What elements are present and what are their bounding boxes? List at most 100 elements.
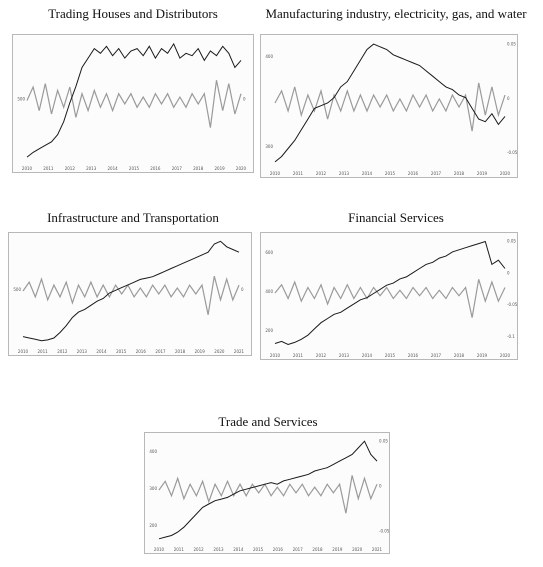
chart-title: Infrastructure and Transportation — [47, 210, 219, 225]
chart-title: Financial Services — [348, 210, 444, 225]
x-tick-label: 2019 — [477, 353, 488, 358]
x-tick-label: 2021 — [372, 547, 383, 552]
chart-svg: 2010 2011 2012 2013 2014 2015 2016 2017 2018 2019… — [265, 239, 518, 358]
x-tick-label: 2010 — [18, 349, 29, 354]
x-tick-label: 2011 — [174, 547, 185, 552]
x-tick-label: 2015 — [385, 171, 396, 176]
y-tick-label-left: 400 — [265, 54, 273, 59]
chart-panel-1: Trading Houses and Distributors 2010 2011… — [6, 4, 260, 184]
x-tick-label: 2017 — [293, 547, 304, 552]
chart-svg: 2010 2011 2012 2013 2014 2015 2016 2017 2018 2019… — [13, 240, 245, 354]
y-tick-label-right: -0.1 — [507, 334, 515, 339]
x-tick-label: 2016 — [150, 166, 161, 171]
x-tick-label: 2018 — [454, 171, 465, 176]
x-tick-label: 2012 — [194, 547, 205, 552]
x-tick-label: 2021 — [234, 349, 245, 354]
x-tick-label: 2012 — [316, 353, 327, 358]
y-tick-label-right: 0 — [379, 483, 382, 488]
y-tick-label-left: 200 — [149, 523, 157, 528]
x-tick-label: 2019 — [195, 349, 206, 354]
y-tick-label-right: 0.05 — [507, 239, 516, 244]
y-tick-label-left: 300 — [265, 144, 273, 149]
series-line-returns — [158, 475, 378, 514]
x-tick-label: 2018 — [175, 349, 186, 354]
chart-svg: 2010 2011 2012 2013 2014 2015 2016 2017 2018 2019… — [265, 41, 517, 176]
chart-panel-4: Financial Services 2010 2011 2012 2013 2014 2… — [258, 208, 534, 360]
x-tick-label: 2017 — [431, 171, 442, 176]
x-tick-label: 2019 — [332, 547, 343, 552]
y-tick-label-right: 0.05 — [379, 438, 388, 443]
y-tick-label-right: 0 — [507, 270, 510, 275]
x-tick-label: 2013 — [77, 349, 88, 354]
y-tick-label-left: 500 — [13, 287, 21, 292]
x-tick-label: 2014 — [96, 349, 107, 354]
x-tick-label: 2015 — [385, 353, 396, 358]
x-tick-label: 2019 — [477, 171, 488, 176]
x-tick-label: 2010 — [22, 166, 33, 171]
series-line-index — [158, 440, 378, 540]
x-tick-label: 2016 — [408, 171, 419, 176]
x-tick-label: 2018 — [454, 353, 465, 358]
x-tick-label: 2020 — [214, 349, 225, 354]
chart-svg: 2010 2011 2012 2013 2014 2015 2016 2017 2018 2019… — [17, 42, 247, 171]
chart-plot-area: 2010 2011 2012 2013 2014 2015 2016 2017 2018 2019… — [260, 34, 518, 178]
x-tick-label: 2010 — [270, 353, 281, 358]
y-tick-label-left: 400 — [265, 289, 273, 294]
x-tick-label: 2014 — [362, 353, 373, 358]
x-tick-label: 2015 — [129, 166, 140, 171]
x-tick-label: 2011 — [293, 353, 304, 358]
x-tick-label: 2013 — [213, 547, 224, 552]
x-tick-label: 2015 — [116, 349, 127, 354]
y-tick-label-right: -0.05 — [507, 302, 518, 307]
series-line-returns — [274, 82, 506, 132]
x-tick-label: 2017 — [431, 353, 442, 358]
chart-panel-5: Trade and Services 2010 2011 2012 2013 2014 2… — [140, 412, 396, 562]
x-tick-label: 2016 — [273, 547, 284, 552]
x-tick-label: 2018 — [312, 547, 323, 552]
x-tick-label: 2013 — [339, 171, 350, 176]
series-line-returns — [22, 275, 240, 315]
x-tick-label: 2013 — [86, 166, 97, 171]
y-tick-label-right: -0.05 — [379, 528, 390, 533]
chart-panel-2: Manufacturing industry, electricity, gas… — [258, 4, 534, 184]
x-tick-label: 2014 — [362, 171, 373, 176]
x-tick-label: 2016 — [408, 353, 419, 358]
y-tick-label-left: 600 — [265, 250, 273, 255]
y-tick-label-left: 200 — [265, 328, 273, 333]
y-tick-label-right: 0 — [243, 97, 246, 102]
series-line-returns — [26, 80, 242, 128]
chart-title: Manufacturing industry, electricity, gas… — [265, 6, 527, 21]
x-tick-label: 2012 — [57, 349, 68, 354]
x-tick-label: 2012 — [316, 171, 327, 176]
x-tick-label: 2014 — [108, 166, 119, 171]
x-tick-label: 2011 — [43, 166, 54, 171]
y-tick-label-left: 500 — [17, 97, 25, 102]
chart-svg: 2010 2011 2012 2013 2014 2015 2016 2017 2018 2019… — [149, 438, 390, 552]
chart-plot-area: 2010 2011 2012 2013 2014 2015 2016 2017 2018 2019… — [260, 232, 518, 360]
x-tick-label: 2020 — [500, 353, 511, 358]
y-tick-label-right: 0 — [507, 96, 510, 101]
x-tick-label: 2013 — [339, 353, 350, 358]
y-tick-label-left: 300 — [149, 486, 157, 491]
x-tick-label: 2015 — [253, 547, 264, 552]
x-tick-label: 2014 — [233, 547, 244, 552]
series-line-index — [22, 240, 240, 342]
x-tick-label: 2012 — [65, 166, 76, 171]
x-tick-label: 2017 — [172, 166, 183, 171]
chart-panel-3: Infrastructure and Transportation 2010 20… — [6, 208, 260, 356]
chart-plot-area: 2010 2011 2012 2013 2014 2015 2016 2017 2018 2019… — [144, 432, 390, 554]
series-line-index — [26, 42, 242, 158]
series-line-returns — [274, 279, 506, 318]
x-tick-label: 2018 — [193, 166, 204, 171]
chart-title: Trading Houses and Distributors — [48, 6, 218, 21]
x-tick-label: 2011 — [38, 349, 49, 354]
x-tick-label: 2010 — [270, 171, 281, 176]
x-tick-label: 2020 — [352, 547, 363, 552]
series-line-index — [274, 43, 506, 163]
x-tick-label: 2011 — [293, 171, 304, 176]
x-tick-label: 2020 — [500, 171, 511, 176]
y-tick-label-right: 0 — [241, 287, 244, 292]
x-tick-label: 2016 — [136, 349, 147, 354]
y-tick-label-left: 400 — [149, 449, 157, 454]
series-line-index — [274, 240, 506, 346]
